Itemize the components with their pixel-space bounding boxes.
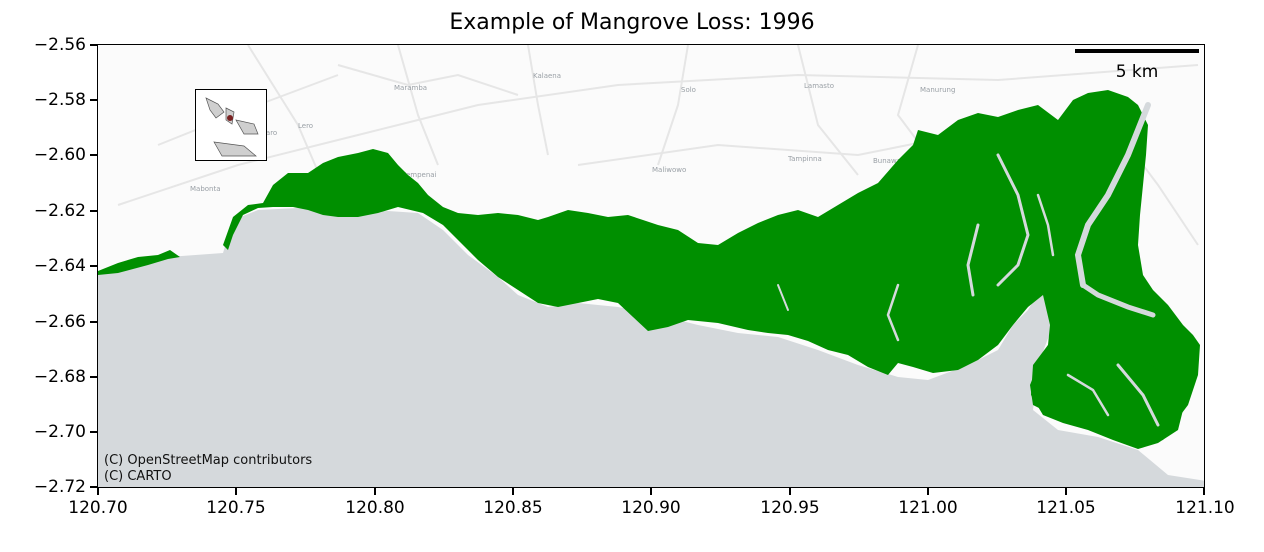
x-tick-mark [235, 488, 237, 495]
place-label: Maramba [394, 84, 427, 92]
location-marker-icon [227, 115, 233, 121]
map-title: Example of Mangrove Loss: 1996 [449, 10, 815, 35]
mangrove-patch [223, 90, 1200, 443]
x-tick-label: 120.75 [206, 498, 266, 518]
x-tick-mark [650, 488, 652, 495]
y-tick-mark [90, 321, 97, 323]
x-tick-mark [789, 488, 791, 495]
y-tick-mark [90, 431, 97, 433]
x-tick-mark [374, 488, 376, 495]
place-label: Mabonta [190, 185, 221, 193]
locator-inset-map [195, 89, 267, 161]
place-label: Maliwowo [652, 166, 686, 174]
place-label: Pempenai [402, 171, 437, 179]
y-tick-mark [90, 486, 97, 488]
map-plot-area[interactable]: Maramba Kalaena Solo Lamasto Manurung Le… [97, 44, 1205, 488]
place-label: Manurung [920, 86, 955, 94]
x-tick-mark [927, 488, 929, 495]
sea-area [98, 208, 1204, 487]
y-tick-mark [90, 265, 97, 267]
place-label: Kalaena [533, 72, 561, 80]
scale-bar-label: 5 km [1115, 62, 1159, 82]
x-tick-mark [1203, 488, 1205, 495]
y-tick-label: −2.72 [33, 477, 86, 497]
attribution-carto: (C) CARTO [104, 469, 172, 484]
x-tick-label: 120.85 [483, 498, 543, 518]
x-tick-label: 121.10 [1175, 498, 1235, 518]
x-tick-mark [97, 488, 99, 495]
y-tick-label: −2.70 [33, 422, 86, 442]
mangrove-patch [98, 250, 180, 275]
river-channels [777, 102, 1160, 427]
place-label: Lero [298, 122, 313, 130]
place-label: Bunawa [873, 157, 901, 165]
mangrove-layer [98, 90, 1200, 449]
x-tick-label: 120.95 [760, 498, 820, 518]
x-tick-label: 120.90 [621, 498, 681, 518]
y-tick-mark [90, 99, 97, 101]
y-tick-label: −2.68 [33, 367, 86, 387]
place-label: Lamasto [804, 82, 834, 90]
place-label: Tampinna [787, 155, 822, 163]
mangrove-patch [1031, 335, 1183, 449]
map-attribution: (C) OpenStreetMap contributors (C) CARTO [104, 453, 312, 485]
y-tick-label: −2.64 [33, 256, 86, 276]
x-tick-label: 121.05 [1036, 498, 1096, 518]
place-label: Solo [681, 86, 696, 94]
y-tick-label: −2.60 [33, 145, 86, 165]
map-canvas: Maramba Kalaena Solo Lamasto Manurung Le… [98, 45, 1204, 487]
x-tick-label: 120.80 [345, 498, 405, 518]
y-tick-label: −2.66 [33, 312, 86, 332]
y-tick-label: −2.62 [33, 201, 86, 221]
x-tick-label: 121.00 [898, 498, 958, 518]
y-tick-mark [90, 44, 97, 46]
x-tick-mark [1065, 488, 1067, 495]
place-labels: Maramba Kalaena Solo Lamasto Manurung Le… [190, 72, 955, 193]
place-label: Laro [262, 129, 277, 137]
attribution-osm: (C) OpenStreetMap contributors [104, 453, 313, 468]
scale-bar [1075, 49, 1199, 53]
x-tick-label: 120.70 [68, 498, 128, 518]
y-tick-mark [90, 154, 97, 156]
y-tick-label: −2.56 [33, 35, 86, 55]
y-tick-mark [90, 376, 97, 378]
x-tick-mark [512, 488, 514, 495]
inset-map-icon [205, 97, 259, 157]
y-tick-mark [90, 210, 97, 212]
y-tick-label: −2.58 [33, 90, 86, 110]
